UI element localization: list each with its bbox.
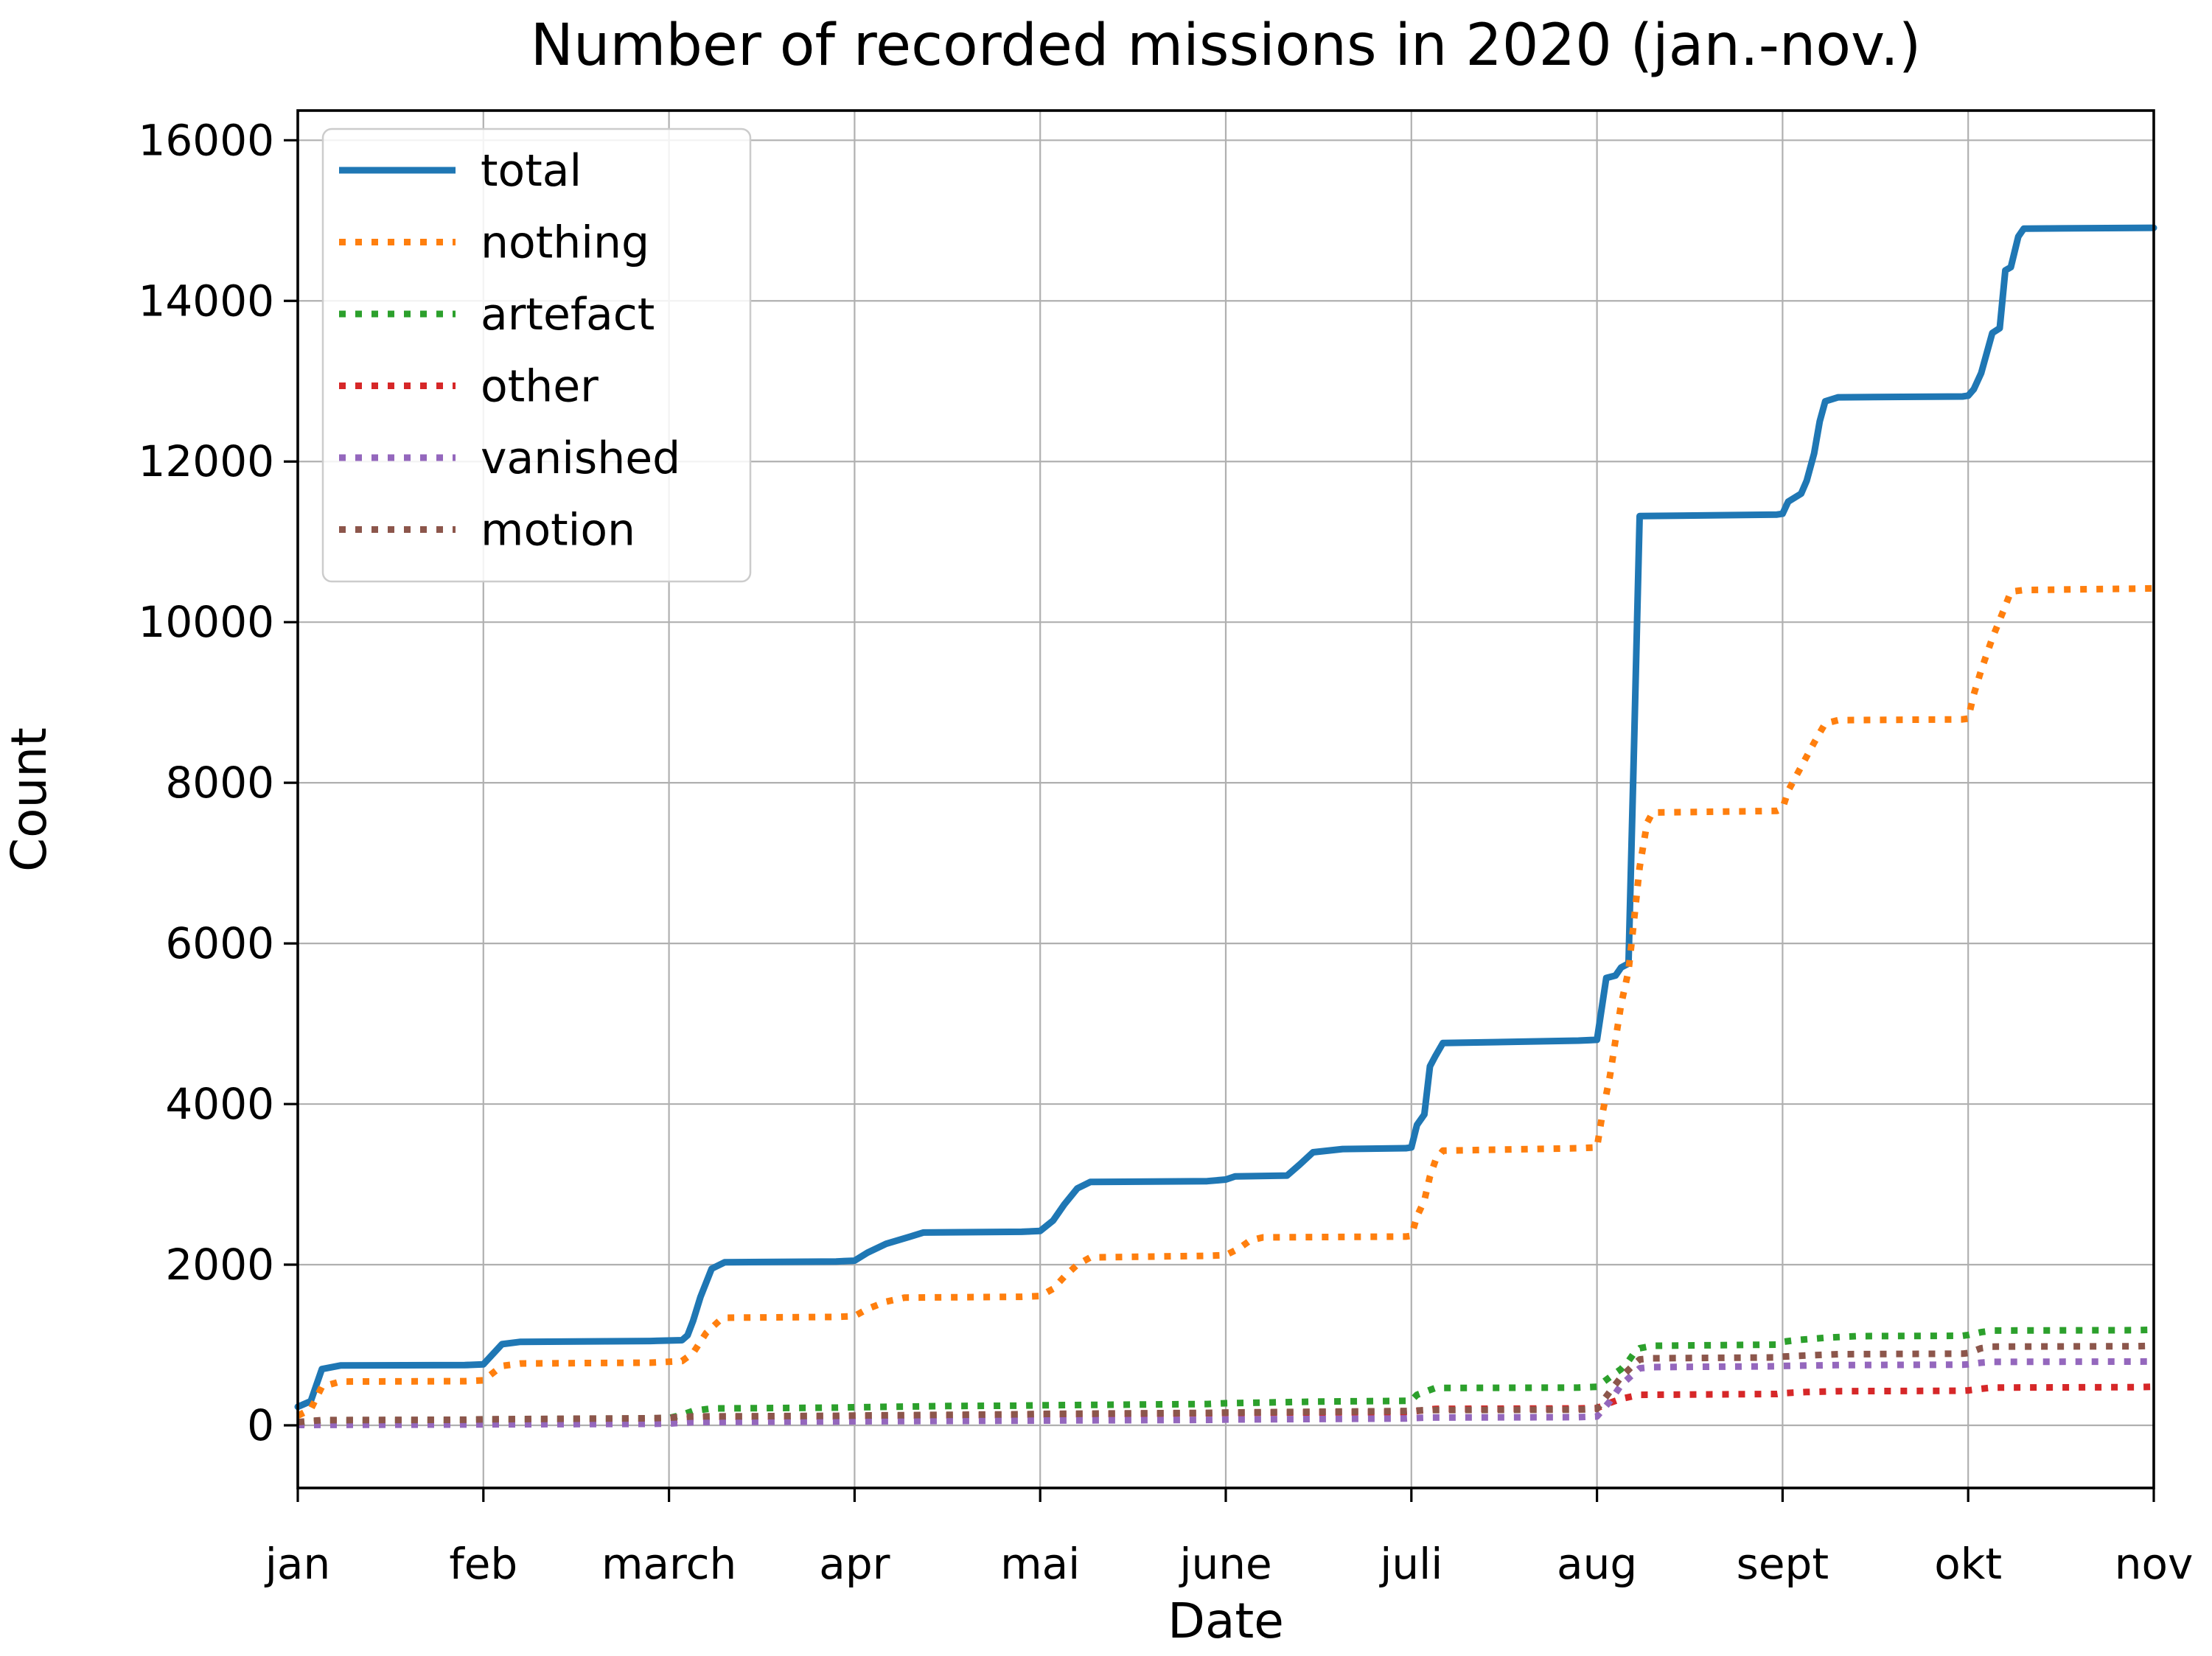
legend-box [321,127,752,583]
y-tick-label: 2000 [165,1240,274,1290]
y-tick-label: 10000 [138,597,274,647]
series-vanished [297,1358,2155,1428]
legend: total nothing artefact other vanished motion [321,127,752,583]
y-tick-label: 4000 [165,1079,274,1129]
series-nothing [296,584,2155,1419]
y-tick-label: 12000 [138,436,274,486]
x-tick-label: aug [1557,1539,1637,1589]
x-tick-label: feb [449,1539,517,1589]
legend-label-vanished: vanished [481,433,680,484]
x-tick-label: apr [819,1539,890,1589]
legend-label-nothing: nothing [481,217,649,269]
x-tick-label: okt [1934,1539,2002,1589]
axes-layer: jan feb march apr mai june juli aug sept okt nov 0 2… [138,109,2194,1589]
y-tick-label: 0 [247,1400,274,1450]
x-tick-label: mai [1000,1539,1080,1589]
series-layer [294,224,2157,1428]
legend-label-other: other [481,361,599,413]
x-tick-label: sept [1737,1539,1829,1589]
x-tick-label: jan [264,1539,330,1589]
series-artefact [297,1326,2155,1427]
legend-label-total: total [481,145,582,197]
series-motion [297,1342,2155,1426]
x-tick-label: june [1178,1539,1271,1589]
y-tick-label: 14000 [138,276,274,326]
y-tick-label: 8000 [165,758,274,808]
y-tick-label: 6000 [165,918,274,968]
y-axis-label: Count [1,727,57,872]
legend-label-artefact: artefact [481,289,655,340]
x-tick-label: march [601,1539,736,1589]
plot-border [296,109,2155,1489]
x-tick-label: juli [1378,1539,1442,1589]
y-tick-label: 16000 [138,115,274,165]
x-axis-label: Date [1168,1593,1284,1649]
legend-label-motion: motion [481,505,635,556]
chart-title: Number of recorded missions in 2020 (jan… [531,13,1922,79]
series-total [294,224,2157,1411]
x-tick-label: nov [2115,1539,2194,1589]
